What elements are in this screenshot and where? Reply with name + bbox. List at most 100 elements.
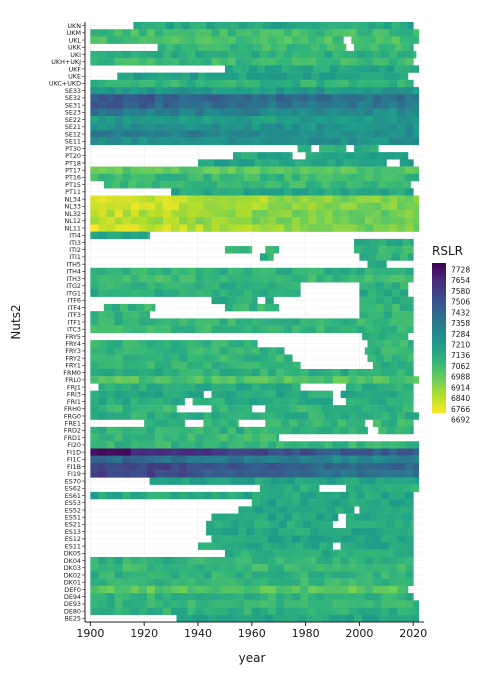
heatmap-cell [364,470,374,478]
heatmap-cell [171,108,180,117]
heatmap-cell [187,462,196,471]
heatmap-cell [171,564,180,572]
heatmap-cell [154,195,164,203]
heatmap-cell [146,340,156,348]
heatmap-cell [154,412,164,420]
heatmap-cell [391,72,401,81]
heatmap-cell [235,115,245,124]
heatmap-cell [154,397,164,406]
heatmap-cell [284,600,293,608]
legend-color-step [432,273,446,276]
heatmap-cell [364,137,374,146]
heatmap-cell [399,36,409,44]
heatmap-cell [235,405,245,413]
heatmap-cell [308,368,317,377]
heatmap-cell [300,123,309,131]
legend-color-step [432,270,446,274]
legend-color-step [432,378,446,381]
heatmap-cell [130,58,140,66]
legend-label: 6766 [451,405,470,414]
heatmap-cell [313,65,323,73]
heatmap-cell [356,123,366,131]
heatmap-cell [305,397,315,406]
heatmap-cell [146,397,156,406]
heatmap-cell [138,383,148,391]
heatmap-cell [214,528,223,536]
heatmap-cell [348,455,358,464]
heatmap-cell [90,412,99,420]
heatmap-cell [259,267,269,276]
heatmap-cell [98,376,107,384]
heatmap-cell [227,195,237,203]
heatmap-cell [364,224,374,232]
heatmap-cell [235,137,245,146]
legend-label: 7062 [451,362,470,371]
heatmap-cell [316,578,325,587]
heatmap-cell [316,462,325,471]
heatmap-cell [243,470,253,478]
heatmap-cell [294,159,304,167]
heatmap-cell [380,491,390,500]
heatmap-cell [195,209,204,218]
heatmap-cell [364,578,374,587]
heatmap-cell [203,130,212,138]
heatmap-cell [179,267,188,276]
heatmap-cell [98,282,107,290]
heatmap-cell [219,58,228,66]
heatmap-cell [243,318,253,326]
heatmap-cell [227,50,237,59]
heatmap-cell [286,72,296,81]
heatmap-cell [219,434,228,442]
heatmap-cell [284,470,293,478]
heatmap-cell [122,115,132,124]
heatmap-cell [324,50,333,59]
y-tick-label: FRI1 [67,398,81,406]
heatmap-cell [235,390,245,399]
heatmap-cell [144,419,153,428]
heatmap-cell [219,535,228,543]
heatmap-cell [146,267,156,276]
heatmap-cell [171,578,180,587]
heatmap-cell [273,397,282,406]
heatmap-cell [337,181,347,189]
heatmap-cell [122,600,132,608]
heatmap-cell [297,65,307,73]
heatmap-cell [364,535,374,543]
heatmap-cell [367,282,376,290]
heatmap-cell [146,58,156,66]
heatmap-cell [316,607,325,615]
heatmap-cell [224,65,234,73]
heatmap-cell [335,159,344,167]
heatmap-cell [308,607,317,615]
heatmap-cell [227,354,237,362]
heatmap-cell [340,556,350,565]
y-tick-label: DE93 [64,600,81,608]
heatmap-cell [211,419,220,428]
heatmap-cell [389,419,398,428]
heatmap-cell [203,36,212,44]
heatmap-cell [171,340,180,348]
heatmap-cell [319,506,328,514]
heatmap-cell [235,585,245,594]
heatmap-cell [243,578,253,587]
heatmap-cell [324,368,333,377]
heatmap-cell [308,412,317,420]
heatmap-cell [130,376,140,384]
heatmap-cell [276,209,285,218]
heatmap-cell [114,217,124,225]
heatmap-cell [179,383,188,391]
heatmap-cell [356,209,366,218]
y-tick-label: FI19 [67,470,81,478]
heatmap-cell [106,397,115,406]
heatmap-cell [251,58,261,66]
heatmap-cell [106,470,115,478]
heatmap-cell [211,188,220,196]
heatmap-cell [402,332,409,341]
heatmap-cell [300,513,309,521]
heatmap-cell [211,455,220,464]
heatmap-cell [163,585,172,594]
heatmap-cell [179,282,188,290]
heatmap-cell [267,36,277,44]
heatmap-cell [356,325,366,334]
heatmap-cell [413,441,420,449]
